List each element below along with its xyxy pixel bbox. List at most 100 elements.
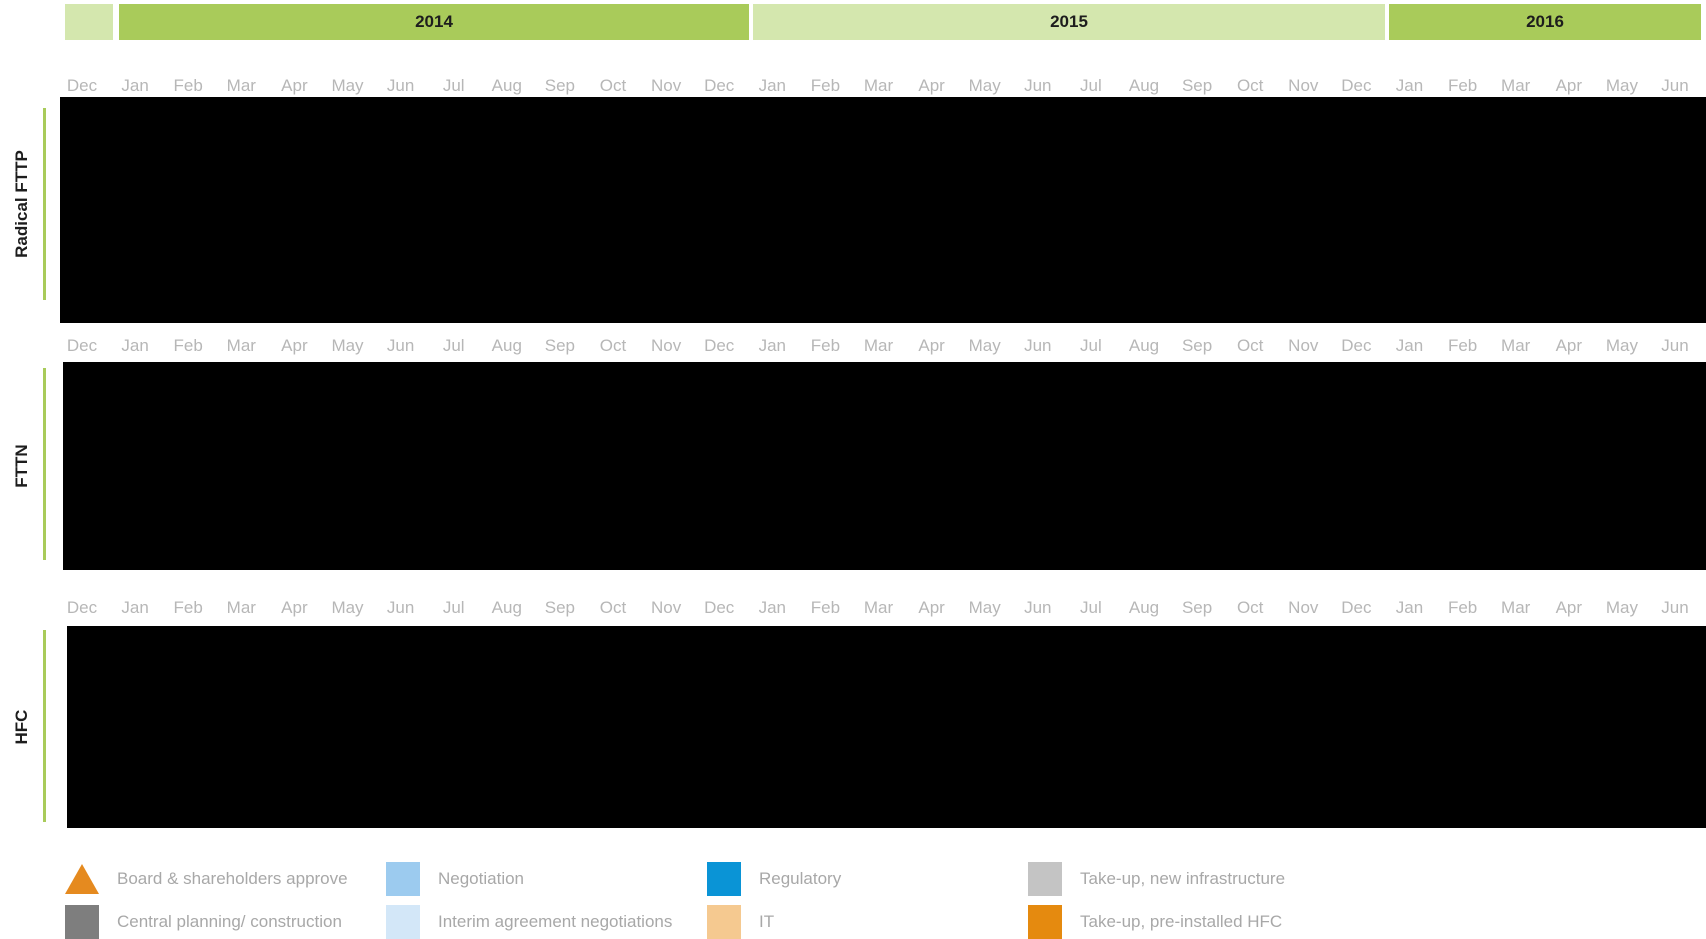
month-label: Jun	[1661, 598, 1689, 617]
month-label: Jun	[1661, 336, 1689, 355]
month-label: Jan	[121, 76, 149, 95]
month-label: Apr	[1555, 76, 1583, 95]
month-label: May	[1605, 336, 1638, 355]
legend-item-it: IT	[707, 905, 774, 939]
month-label: May	[1605, 76, 1638, 95]
month-label: Apr	[918, 598, 945, 617]
month-label: Apr	[281, 598, 308, 617]
month-label: Jun	[386, 76, 415, 95]
month-label: Oct	[1236, 598, 1264, 617]
legend-swatch	[386, 905, 420, 939]
month-label: Apr	[281, 76, 308, 95]
month-label: Mar	[863, 598, 894, 617]
month-label: Nov	[1288, 336, 1319, 355]
legend-label: Take-up, new infrastructure	[1080, 869, 1286, 888]
month-label: Sep	[544, 76, 576, 95]
section-accent-radical-fttp	[43, 108, 46, 300]
month-label: Oct	[599, 598, 627, 617]
year-band-2015: 2015	[753, 4, 1385, 40]
month-row-hfc: Dec Jan Feb Mar Apr May Jun Jul Aug Sep Oct Nov Dec J…	[0, 596, 1706, 620]
month-label: Sep	[544, 598, 576, 617]
legend-item-central-planning: Central planning/ construction	[65, 905, 342, 939]
month-label: Jul	[1080, 76, 1102, 95]
month-label: Jan	[121, 598, 149, 617]
triangle-icon	[65, 864, 99, 894]
month-label: Jun	[1661, 76, 1689, 95]
month-label: Oct	[599, 76, 627, 95]
month-label: Feb	[810, 598, 841, 617]
month-label: Dec	[66, 76, 98, 95]
legend-label: Central planning/ construction	[117, 912, 342, 931]
legend-item-regulatory: Regulatory	[707, 862, 841, 896]
month-label: Jan	[1395, 336, 1424, 355]
month-label: Apr	[918, 76, 945, 95]
month-label: Aug	[1128, 76, 1160, 95]
month-label: Dec	[704, 336, 735, 355]
month-label: Mar	[226, 336, 256, 355]
month-label: Nov	[1288, 76, 1319, 95]
month-label: Feb	[810, 76, 841, 95]
month-label: Jul	[1080, 336, 1102, 355]
month-label: Mar	[1501, 76, 1531, 95]
month-label: May	[331, 336, 364, 355]
section-label-radical-fttp: Radical FTTP	[12, 150, 31, 258]
month-label: Oct	[1236, 76, 1264, 95]
section-accent-hfc	[43, 630, 46, 822]
month-label: Jul	[442, 76, 465, 95]
month-label: Apr	[1555, 598, 1583, 617]
month-label: Dec	[1341, 76, 1372, 95]
section-bar-radical-fttp	[60, 97, 1706, 323]
legend-item-negotiation: Negotiation	[386, 862, 524, 896]
legend-swatch	[1028, 862, 1062, 896]
month-label: Jun	[1024, 598, 1052, 617]
year-band-lead	[65, 4, 113, 40]
section-accent-fttn	[43, 368, 46, 560]
month-label: Apr	[281, 336, 308, 355]
month-label: Feb	[173, 336, 203, 355]
legend-item-takeup-new: Take-up, new infrastructure	[1028, 862, 1285, 896]
month-label: Jun	[1024, 76, 1052, 95]
month-label: May	[968, 336, 1001, 355]
month-label: Feb	[173, 598, 203, 617]
section-bar-hfc	[67, 626, 1706, 828]
legend-swatch	[1028, 905, 1062, 939]
month-label: Dec	[66, 336, 98, 355]
month-label: Feb	[810, 336, 841, 355]
month-label: Jul	[442, 336, 465, 355]
month-label: May	[968, 76, 1001, 95]
month-label: Jan	[758, 336, 786, 355]
legend-item-takeup-hfc: Take-up, pre-installed HFC	[1028, 905, 1282, 939]
month-label: Jan	[758, 598, 786, 617]
month-label: Jun	[386, 598, 415, 617]
month-label: Mar	[226, 76, 256, 95]
month-label: Aug	[491, 598, 522, 617]
month-label: Dec	[1341, 336, 1372, 355]
legend-swatch	[707, 862, 741, 896]
section-label-fttn: FTTN	[12, 444, 31, 488]
month-label: May	[331, 598, 364, 617]
month-label: Mar	[1501, 598, 1531, 617]
month-label: Feb	[1447, 336, 1478, 355]
month-label: Sep	[1181, 76, 1213, 95]
month-label: Jan	[121, 336, 149, 355]
month-label: Jun	[1024, 336, 1052, 355]
month-label: Aug	[491, 76, 522, 95]
month-label: Dec	[704, 598, 735, 617]
month-label: Feb	[1447, 76, 1478, 95]
month-label: Dec	[1341, 598, 1372, 617]
month-label: Nov	[650, 76, 682, 95]
month-label: Jun	[386, 336, 415, 355]
legend-item-interim-agreement: Interim agreement negotiations	[386, 905, 672, 939]
legend-label: Take-up, pre-installed HFC	[1080, 912, 1283, 931]
section-label-hfc: HFC	[12, 709, 31, 745]
year-band-2014: 2014	[119, 4, 749, 40]
month-label: Feb	[173, 76, 203, 95]
month-label: Apr	[918, 336, 945, 355]
month-label: Aug	[491, 336, 522, 355]
month-label: Nov	[1288, 598, 1319, 617]
month-row-radical-fttp: Dec Jan Feb Mar Apr May Jun Jul Aug Sep Oct Nov Dec J…	[0, 74, 1706, 98]
month-label: Dec	[66, 598, 98, 617]
month-label: Dec	[704, 76, 735, 95]
month-label: Oct	[599, 336, 627, 355]
month-label: May	[968, 598, 1001, 617]
